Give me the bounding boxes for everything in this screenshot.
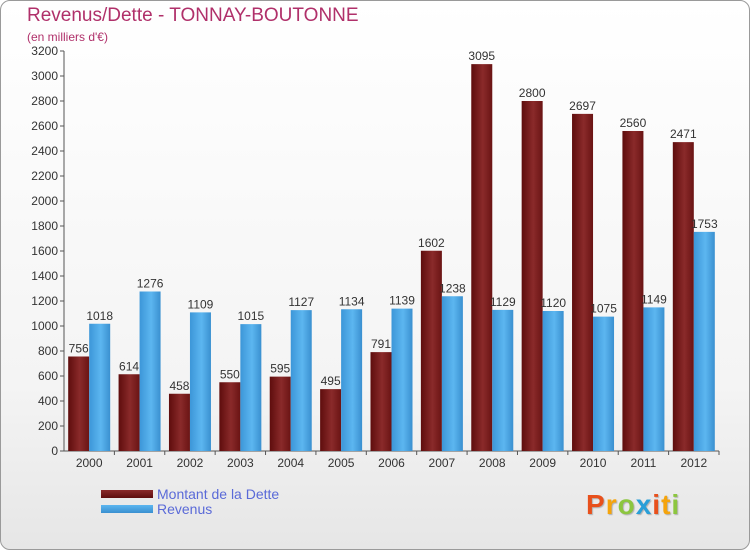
y-tick-label: 1400 <box>31 269 58 283</box>
y-tick-label: 400 <box>38 394 58 408</box>
bar-revenus <box>240 324 262 451</box>
x-tick-label: 2002 <box>177 456 204 470</box>
bar-dette <box>219 382 241 451</box>
bar-revenus <box>89 323 111 451</box>
data-label-revenus: 1149 <box>641 292 667 306</box>
y-tick-label: 2200 <box>31 169 58 183</box>
x-tick-label: 2005 <box>328 456 355 470</box>
data-label-dette: 595 <box>270 362 290 376</box>
data-label-revenus: 1015 <box>237 309 264 323</box>
data-label-revenus: 1127 <box>288 295 314 309</box>
y-tick-label: 3200 <box>31 44 58 58</box>
x-tick-label: 2012 <box>680 456 707 470</box>
data-label-dette: 2697 <box>569 99 596 113</box>
data-label-dette: 791 <box>371 337 391 351</box>
legend-label-revenus: Revenus <box>157 501 213 517</box>
bar-revenus <box>341 309 363 451</box>
x-tick-label: 2004 <box>277 456 304 470</box>
logo-letter: P <box>586 489 606 520</box>
data-label-dette: 2560 <box>620 116 647 130</box>
y-tick-label: 1200 <box>31 294 58 308</box>
y-tick-label: 2800 <box>31 94 58 108</box>
y-tick-label: 3000 <box>31 69 58 83</box>
y-tick-label: 1800 <box>31 219 58 233</box>
bar-dette <box>118 374 140 451</box>
bar-revenus <box>542 311 564 451</box>
legend-swatch-dette <box>101 490 153 498</box>
chart-subtitle: (en milliers d'€) <box>27 30 108 44</box>
data-label-dette: 1602 <box>418 236 445 250</box>
data-label-revenus: 1109 <box>188 297 214 311</box>
data-label-revenus: 1753 <box>691 217 718 231</box>
logo-letter: i <box>652 489 662 520</box>
bar-dette <box>168 393 190 451</box>
y-tick-label: 2000 <box>31 194 58 208</box>
bar-dette <box>672 142 694 451</box>
bar-revenus <box>139 291 161 451</box>
x-tick-label: 2011 <box>631 456 657 470</box>
bar-revenus <box>643 307 665 451</box>
logo-letter: r <box>605 489 618 520</box>
data-label-revenus: 1018 <box>86 309 113 323</box>
x-tick-label: 2003 <box>227 456 254 470</box>
bar-revenus <box>391 308 413 451</box>
data-label-revenus: 1134 <box>339 294 365 308</box>
data-label-dette: 614 <box>119 359 139 373</box>
y-tick-label: 200 <box>38 419 58 433</box>
logo-letter: i <box>671 489 681 520</box>
bar-dette <box>68 356 90 451</box>
y-tick-label: 1600 <box>31 244 58 258</box>
bar-dette <box>572 113 594 451</box>
x-tick-label: 2010 <box>580 456 607 470</box>
bar-dette <box>370 352 392 451</box>
bar-dette <box>521 101 543 451</box>
bar-revenus <box>441 296 463 451</box>
bar-revenus <box>693 231 715 451</box>
y-tick-label: 0 <box>51 444 58 458</box>
data-label-dette: 756 <box>69 342 89 356</box>
logo-letter: t <box>661 489 672 520</box>
data-label-dette: 458 <box>169 379 189 393</box>
bar-revenus <box>492 309 514 451</box>
x-tick-label: 2007 <box>429 456 456 470</box>
bar-revenus <box>593 316 615 451</box>
data-label-revenus: 1276 <box>137 277 164 291</box>
data-label-dette: 2800 <box>519 86 546 100</box>
y-tick-label: 2400 <box>31 144 58 158</box>
bar-dette <box>320 389 342 451</box>
data-label-revenus: 1238 <box>439 281 466 295</box>
bar-revenus <box>290 310 312 451</box>
x-tick-label: 2001 <box>126 456 153 470</box>
bar-dette <box>471 64 493 451</box>
y-tick-label: 600 <box>38 369 58 383</box>
data-label-dette: 550 <box>220 367 240 381</box>
bar-dette <box>622 131 644 451</box>
proxiti-logo: Proxiti <box>586 489 680 521</box>
x-tick-label: 2008 <box>479 456 506 470</box>
chart-title: Revenus/Dette - TONNAY-BOUTONNE <box>27 5 359 26</box>
legend-swatch-revenus <box>101 505 153 513</box>
data-label-revenus: 1139 <box>389 294 415 308</box>
logo-letter: o <box>617 489 636 520</box>
x-tick-label: 2000 <box>76 456 103 470</box>
y-tick-label: 800 <box>38 344 58 358</box>
data-label-dette: 3095 <box>468 49 495 63</box>
x-tick-label: 2009 <box>529 456 556 470</box>
bar-dette <box>420 250 442 451</box>
y-tick-label: 1000 <box>31 319 58 333</box>
legend-label-dette: Montant de la Dette <box>157 486 280 502</box>
data-label-dette: 495 <box>321 374 341 388</box>
y-tick-label: 2600 <box>31 119 58 133</box>
bar-revenus <box>189 312 211 451</box>
x-tick-label: 2006 <box>378 456 405 470</box>
data-label-revenus: 1075 <box>590 302 617 316</box>
data-label-revenus: 1129 <box>490 295 516 309</box>
data-label-revenus: 1120 <box>540 296 566 310</box>
logo-letter: x <box>635 489 653 520</box>
bar-dette <box>269 376 291 451</box>
data-label-dette: 2471 <box>670 127 697 141</box>
